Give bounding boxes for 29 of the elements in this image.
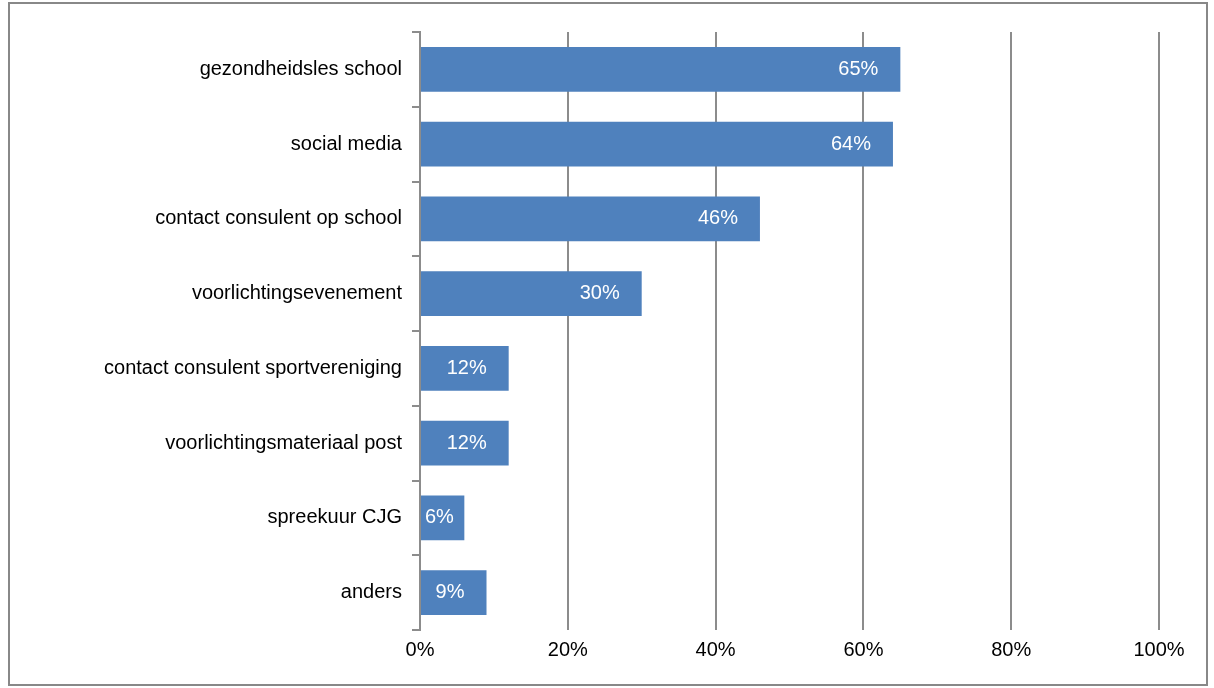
bar	[421, 196, 760, 242]
y-tick-label: contact consulent sportvereniging	[104, 355, 402, 378]
bar	[421, 271, 642, 317]
data-label: 30%	[579, 281, 620, 304]
data-label: 65%	[838, 56, 879, 79]
x-tick-label: 60%	[843, 637, 884, 660]
y-tick-label: gezondheidsles school	[199, 56, 402, 79]
x-tick-label: 40%	[695, 637, 736, 660]
y-tick-label: contact consulent op school	[155, 206, 402, 229]
data-label: 12%	[446, 430, 487, 453]
bar	[421, 121, 893, 167]
x-tick-label: 0%	[405, 637, 435, 660]
data-label: 12%	[446, 355, 487, 378]
bar	[421, 46, 901, 92]
bar	[421, 345, 509, 391]
x-tick-label: 20%	[547, 637, 589, 660]
bar	[421, 420, 509, 466]
y-tick-label: voorlichtingsevenement	[191, 281, 403, 304]
x-tick-label: 100%	[1133, 637, 1185, 660]
data-label: 6%	[425, 505, 455, 528]
data-label: 46%	[697, 206, 739, 229]
data-label: 9%	[435, 580, 465, 603]
y-tick-label: spreekuur CJG	[267, 505, 402, 528]
data-label: 64%	[830, 131, 872, 154]
y-tick-label: anders	[340, 580, 402, 603]
y-tick-label: voorlichtingsmateriaal post	[165, 430, 403, 453]
bar	[421, 570, 487, 616]
y-tick-label: social media	[290, 131, 403, 154]
x-tick-label: 80%	[991, 637, 1032, 660]
